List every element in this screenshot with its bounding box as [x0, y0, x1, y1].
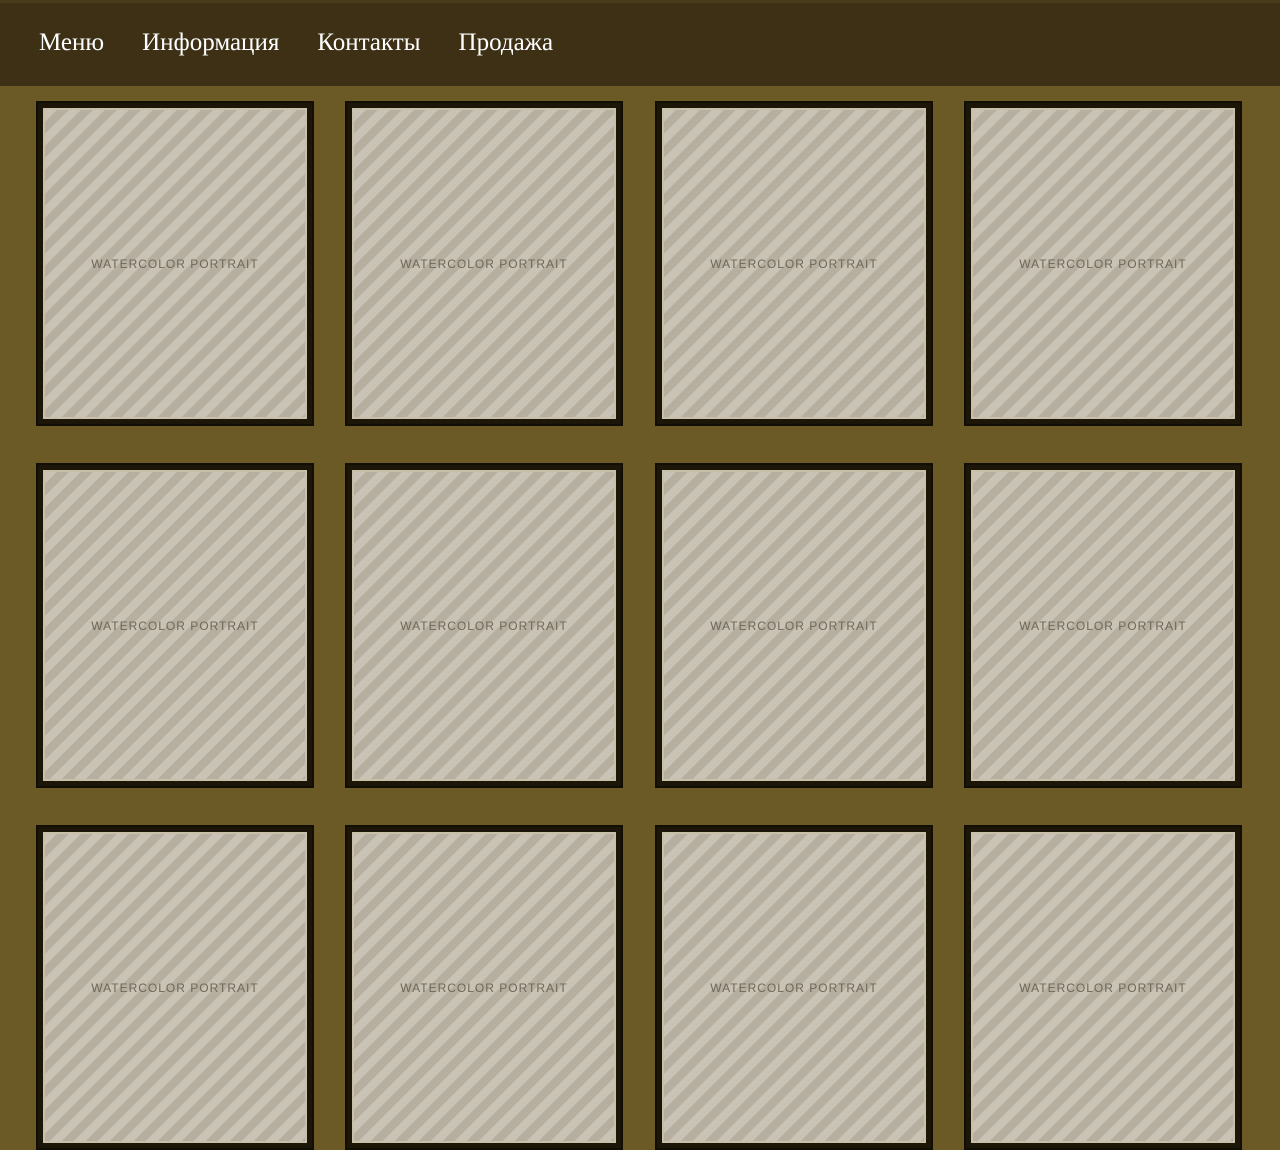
- gallery-tile[interactable]: watercolor portrait: [964, 825, 1242, 1150]
- portrait-image[interactable]: watercolor portrait: [662, 108, 926, 419]
- portrait-image[interactable]: watercolor portrait: [43, 832, 307, 1143]
- nav-item-menu[interactable]: Меню: [39, 29, 105, 56]
- portrait-image[interactable]: watercolor portrait: [662, 832, 926, 1143]
- image-placeholder: watercolor portrait: [354, 472, 614, 779]
- nav-item-sales[interactable]: Продажа: [458, 29, 554, 56]
- image-placeholder: watercolor portrait: [973, 834, 1233, 1141]
- portrait-image[interactable]: watercolor portrait: [43, 108, 307, 419]
- gallery-tile[interactable]: watercolor portrait: [36, 101, 314, 426]
- gallery-tile[interactable]: watercolor portrait: [345, 825, 623, 1150]
- gallery-tile[interactable]: watercolor portrait: [964, 101, 1242, 426]
- portrait-image[interactable]: watercolor portrait: [971, 832, 1235, 1143]
- image-placeholder: watercolor portrait: [664, 472, 924, 779]
- image-placeholder: watercolor portrait: [45, 110, 305, 417]
- nav-item-contacts[interactable]: Контакты: [317, 29, 421, 56]
- portrait-image[interactable]: watercolor portrait: [352, 108, 616, 419]
- gallery-tile[interactable]: watercolor portrait: [345, 101, 623, 426]
- image-placeholder: watercolor portrait: [354, 834, 614, 1141]
- gallery-tile[interactable]: watercolor portrait: [655, 101, 933, 426]
- image-placeholder: watercolor portrait: [973, 110, 1233, 417]
- image-placeholder: watercolor portrait: [45, 472, 305, 779]
- gallery-tile[interactable]: watercolor portrait: [655, 825, 933, 1150]
- portrait-image[interactable]: watercolor portrait: [971, 470, 1235, 781]
- portrait-image[interactable]: watercolor portrait: [971, 108, 1235, 419]
- image-placeholder: watercolor portrait: [354, 110, 614, 417]
- top-navigation-bar: Меню Информация Контакты Продажа: [0, 0, 1280, 86]
- portrait-image[interactable]: watercolor portrait: [43, 470, 307, 781]
- gallery-tile[interactable]: watercolor portrait: [36, 463, 314, 788]
- gallery-tile[interactable]: watercolor portrait: [964, 463, 1242, 788]
- image-placeholder: watercolor portrait: [664, 110, 924, 417]
- nav-item-information[interactable]: Информация: [142, 29, 280, 56]
- image-placeholder: watercolor portrait: [973, 472, 1233, 779]
- portrait-image[interactable]: watercolor portrait: [662, 470, 926, 781]
- portrait-image[interactable]: watercolor portrait: [352, 832, 616, 1143]
- portrait-image[interactable]: watercolor portrait: [352, 470, 616, 781]
- gallery-tile[interactable]: watercolor portrait: [655, 463, 933, 788]
- gallery-tile[interactable]: watercolor portrait: [36, 825, 314, 1150]
- image-placeholder: watercolor portrait: [664, 834, 924, 1141]
- image-placeholder: watercolor portrait: [45, 834, 305, 1141]
- main-nav: Меню Информация Контакты Продажа: [39, 27, 591, 59]
- gallery-tile[interactable]: watercolor portrait: [345, 463, 623, 788]
